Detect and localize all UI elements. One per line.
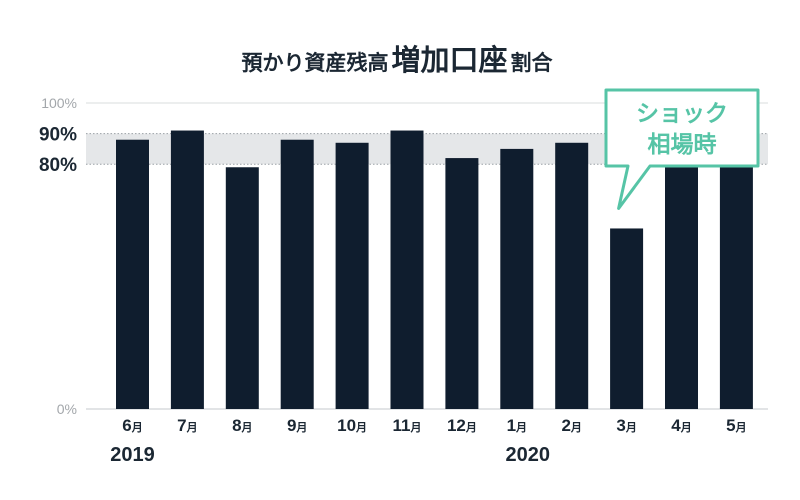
bar-7: [170, 130, 204, 410]
y-axis-ticks: 0% 80% 90% 100%: [39, 95, 77, 417]
xtick-9: 9月: [287, 416, 307, 435]
bar-1: [500, 148, 534, 409]
xtick-5: 5月: [726, 416, 746, 435]
bar-3: [610, 228, 644, 409]
year-label-2020: 2020: [506, 444, 551, 466]
bar-9: [280, 139, 314, 409]
bar-10: [335, 142, 369, 409]
callout-bubble: [604, 88, 760, 210]
xtick-12: 12月: [447, 416, 477, 435]
bar-8: [225, 167, 259, 409]
xtick-1: 1月: [507, 416, 527, 435]
bar-4: [665, 161, 698, 409]
xtick-7: 7月: [177, 416, 197, 435]
xtick-4: 4月: [671, 416, 691, 435]
bar-12: [445, 158, 479, 409]
x-axis-ticks: 6月 7月 8月 9月 10月 11月 12月 1月 2月 3月 4月 5月: [122, 416, 746, 435]
xtick-10: 10月: [337, 416, 367, 435]
chart-title-part2: 割合: [511, 51, 554, 75]
year-label-2019: 2019: [110, 444, 155, 466]
ytick-0: 0%: [57, 401, 77, 417]
bar-5: [719, 161, 753, 409]
ytick-100: 100%: [41, 95, 77, 111]
xtick-11: 11月: [393, 416, 422, 435]
ytick-80: 80%: [39, 155, 77, 176]
xtick-3: 3月: [616, 416, 636, 435]
xtick-6: 6月: [122, 416, 142, 435]
xtick-8: 8月: [232, 416, 252, 435]
ytick-90: 90%: [39, 125, 77, 146]
callout-text-line1: ショック: [636, 101, 728, 127]
xtick-2: 2月: [561, 416, 581, 435]
callout-text-line2: 相場時: [648, 132, 717, 158]
bar-6: [116, 139, 149, 409]
bar-11: [390, 130, 424, 410]
bar-2: [555, 142, 589, 409]
bars: [116, 130, 753, 410]
chart-title-part1: 預かり資産残高: [241, 51, 388, 75]
chart-title-emphasis: 増加口座: [391, 43, 507, 77]
chart-title: 預かり資産残高 増加口座 割合: [241, 43, 553, 77]
callout-annotation: ショック 相場時: [604, 88, 760, 210]
